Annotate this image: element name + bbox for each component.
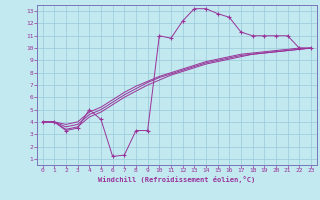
X-axis label: Windchill (Refroidissement éolien,°C): Windchill (Refroidissement éolien,°C) <box>98 176 255 183</box>
